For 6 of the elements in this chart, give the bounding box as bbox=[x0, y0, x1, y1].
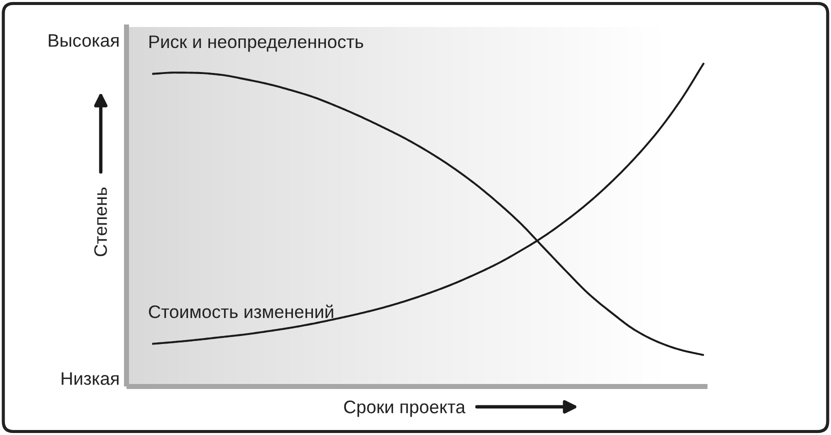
series-label: Стоимость изменений bbox=[148, 304, 334, 318]
series-label: Риск и неопределенность bbox=[149, 36, 364, 52]
y-axis-title: Степень bbox=[94, 187, 107, 256]
text: Низкая bbox=[62, 372, 119, 385]
text: Высокая bbox=[48, 34, 119, 47]
x-axis-title: Сроки проекта bbox=[344, 400, 466, 417]
